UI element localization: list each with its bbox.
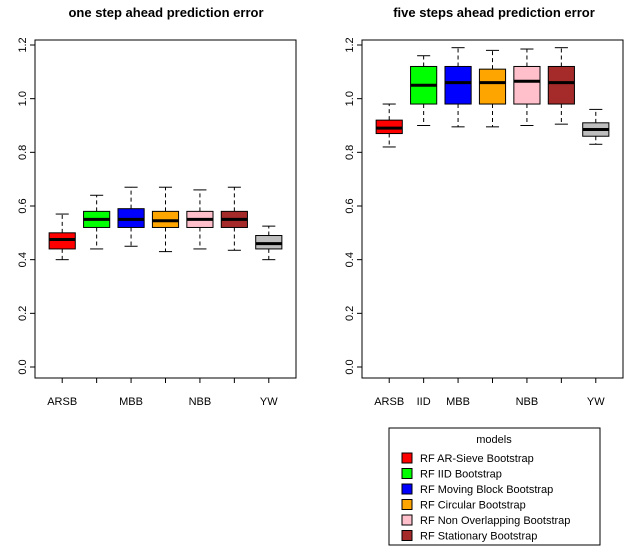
legend-item: RF AR-Sieve Bootstrap: [401, 452, 534, 465]
box-cbb: [151, 186, 180, 253]
legend-item: RF Circular Bootstrap: [401, 499, 526, 512]
y-tick-label: 0.2: [17, 306, 29, 321]
box-sb: [547, 47, 575, 125]
legend-item: RF Stationary Bootstrap: [401, 530, 537, 543]
x-tick-label: NBB: [516, 396, 539, 408]
legend-swatch: [401, 530, 413, 541]
y-tick-label: 0.0: [344, 359, 356, 374]
legend-label: RF Circular Bootstrap: [420, 500, 526, 512]
legend-label: RF Stationary Bootstrap: [420, 531, 537, 543]
legend-label: RF AR-Sieve Bootstrap: [420, 453, 534, 465]
iqr-box: [444, 65, 472, 105]
iqr-box: [513, 65, 541, 105]
x-tick-label: NBB: [189, 396, 212, 408]
legend-label: RF IID Bootstrap: [420, 469, 502, 481]
box-yw: [255, 225, 283, 261]
box-series: [48, 186, 283, 261]
legend: models RF AR-Sieve Bootstrap RF IID Boots…: [388, 427, 601, 546]
y-tick-label: 0.6: [344, 198, 356, 213]
legend-label: RF Moving Block Bootstrap: [420, 484, 553, 496]
y-tick-label: 0.6: [17, 198, 29, 213]
legend-label: RF Non Overlapping Bootstrap: [420, 515, 570, 527]
x-tick-label: YW: [587, 396, 605, 408]
y-tick-label: 0.4: [17, 252, 29, 267]
y-tick-label: 0.8: [17, 145, 29, 160]
box-mbb: [117, 186, 145, 247]
y-tick-label: 1.2: [17, 37, 29, 52]
x-axis: ARSB IID MBB NBB YW: [374, 378, 605, 408]
x-tick-label: ARSB: [374, 396, 404, 408]
box-sb: [220, 186, 248, 251]
legend-item: RF Non Overlapping Bootstrap: [401, 514, 570, 527]
x-tick-label: ARSB: [47, 396, 77, 408]
y-axis: 0.0 0.2 0.4 0.6 0.8 1.0 1.2: [17, 37, 35, 375]
legend-swatch: [401, 483, 413, 495]
iqr-box: [478, 68, 507, 105]
x-tick-label: MBB: [446, 396, 470, 408]
box-yw: [582, 108, 610, 145]
x-tick-label: MBB: [119, 396, 143, 408]
box-mbb: [444, 47, 472, 128]
y-tick-label: 0.2: [344, 306, 356, 321]
panel-five-steps: five steps ahead prediction error 0.0 0.2…: [344, 5, 624, 408]
chart-title: five steps ahead prediction error: [393, 5, 595, 20]
y-tick-label: 0.4: [344, 252, 356, 267]
box-series: [375, 47, 610, 148]
y-tick-label: 0.8: [344, 145, 356, 160]
legend-swatch: [401, 452, 413, 464]
box-cbb: [478, 49, 507, 128]
box-iid: [410, 55, 438, 126]
legend-swatch: [401, 514, 413, 526]
box-arsb: [48, 213, 76, 261]
x-tick-label: YW: [260, 396, 278, 408]
box-arsb: [375, 103, 403, 148]
box-nbb: [513, 48, 541, 126]
y-tick-label: 1.2: [344, 37, 356, 52]
legend-items: RF AR-Sieve Bootstrap RF IID Bootstrap RF …: [401, 452, 570, 543]
y-axis: 0.0 0.2 0.4 0.6 0.8 1.0 1.2: [344, 37, 362, 375]
y-tick-label: 1.0: [344, 91, 356, 106]
legend-title: models: [476, 434, 512, 446]
legend-item: RF Moving Block Bootstrap: [401, 483, 553, 496]
box-nbb: [186, 189, 214, 250]
x-axis: ARSB MBB NBB YW: [47, 378, 278, 408]
box-iid: [83, 194, 111, 250]
panel-one-step: one step ahead prediction error 0.00.20.…: [17, 5, 297, 408]
legend-item: RF IID Bootstrap: [401, 468, 502, 481]
legend-frame: [388, 427, 601, 546]
iqr-box: [547, 65, 575, 105]
x-tick-label: IID: [417, 396, 431, 408]
legend-swatch: [401, 499, 413, 510]
chart-title: one step ahead prediction error: [68, 5, 263, 20]
legend-swatch: [401, 468, 413, 479]
y-tick-label: 1.0: [17, 91, 29, 106]
y-tick-label: 0.0: [17, 359, 29, 374]
